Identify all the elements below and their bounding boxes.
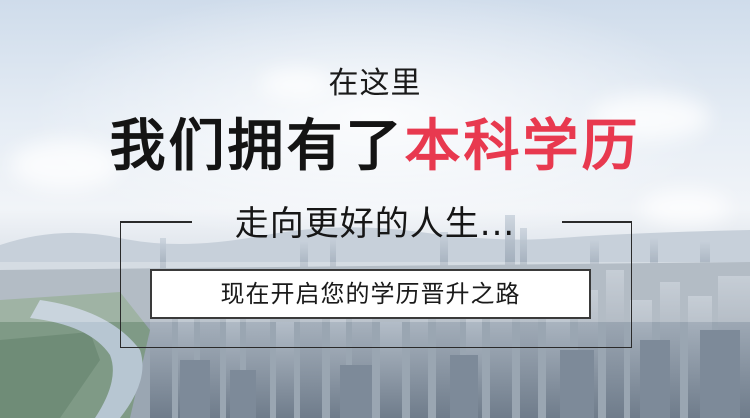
cta-box[interactable]: 现在开启您的学历晋升之路 (150, 269, 591, 319)
headline-part-1: 我们拥有了 (110, 114, 405, 179)
main-headline: 我们拥有了本科学历 (0, 112, 750, 182)
subheadline: 走向更好的人生... (0, 203, 750, 245)
headline-highlight: 本科学历 (405, 114, 641, 179)
intro-line: 在这里 (0, 58, 750, 102)
